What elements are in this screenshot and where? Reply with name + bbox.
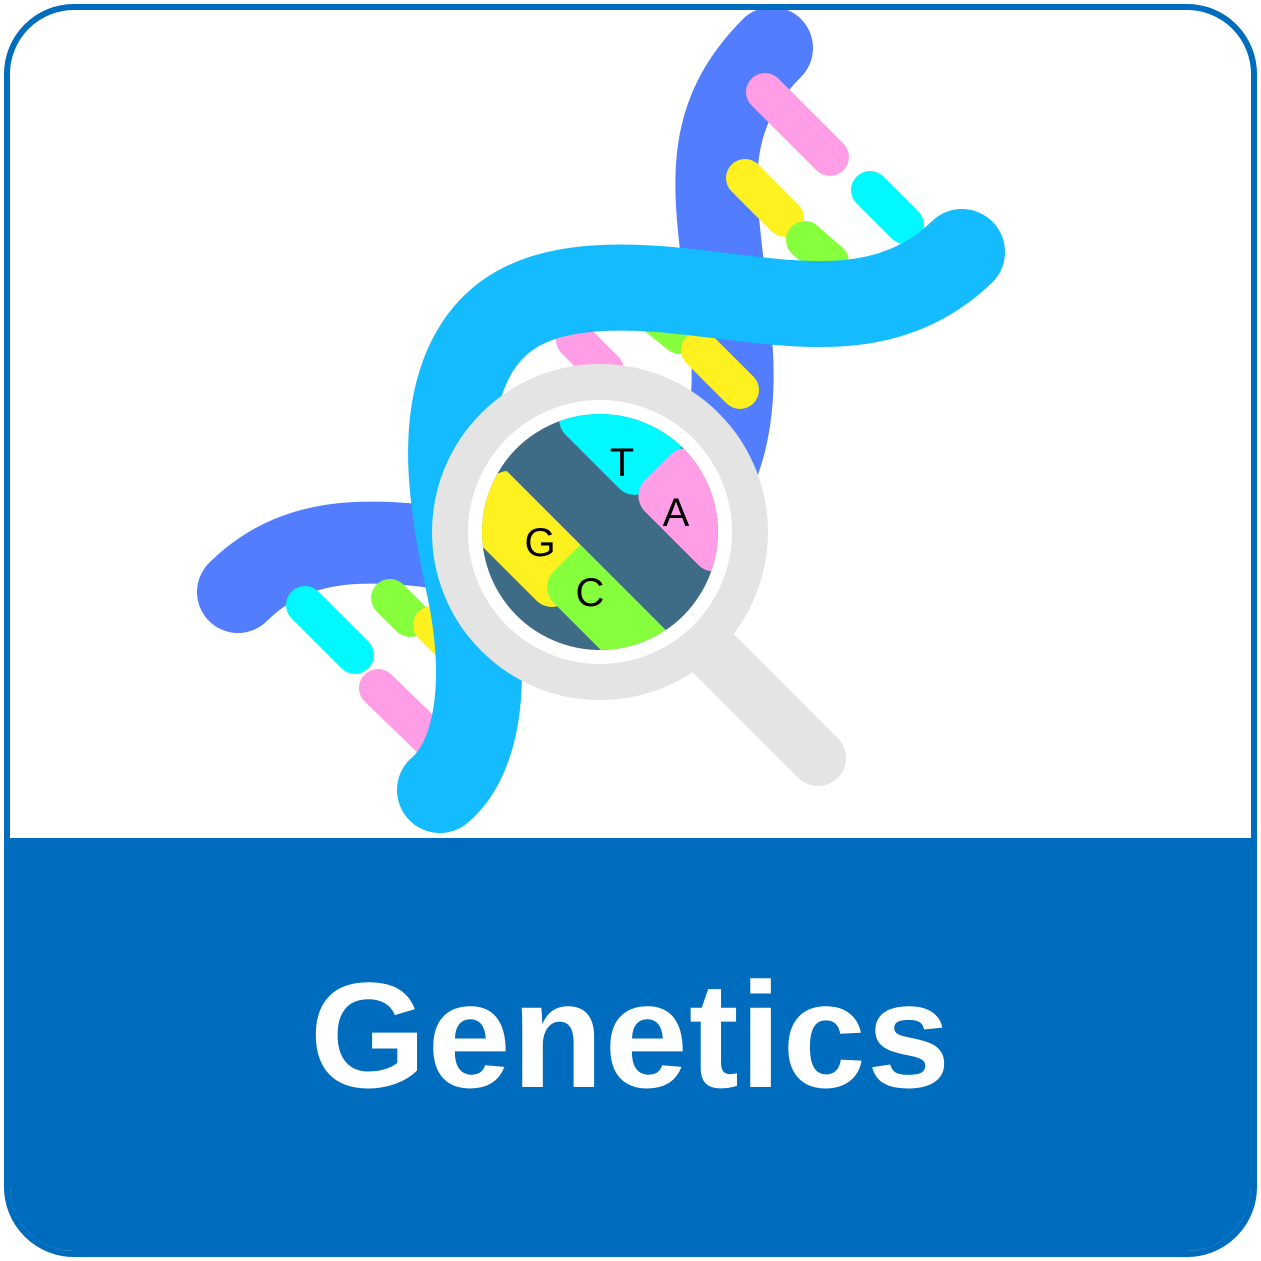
base-c-label: C — [576, 571, 605, 615]
magnifier-handle — [682, 622, 846, 786]
magnifier-lens: T A G C — [432, 364, 768, 700]
genetics-tile[interactable]: T A G C Genetics — [4, 4, 1257, 1257]
dna-front-strand — [397, 209, 1005, 833]
dna-magnifier-icon: T A G C — [197, 10, 1005, 833]
tile-title: Genetics — [309, 950, 952, 1119]
title-banner: Genetics — [10, 838, 1251, 1251]
base-t-label: T — [610, 441, 634, 485]
base-g-label: G — [524, 521, 555, 565]
dna-base-pairs-upper — [556, 73, 924, 409]
base-a-label: A — [663, 491, 690, 535]
